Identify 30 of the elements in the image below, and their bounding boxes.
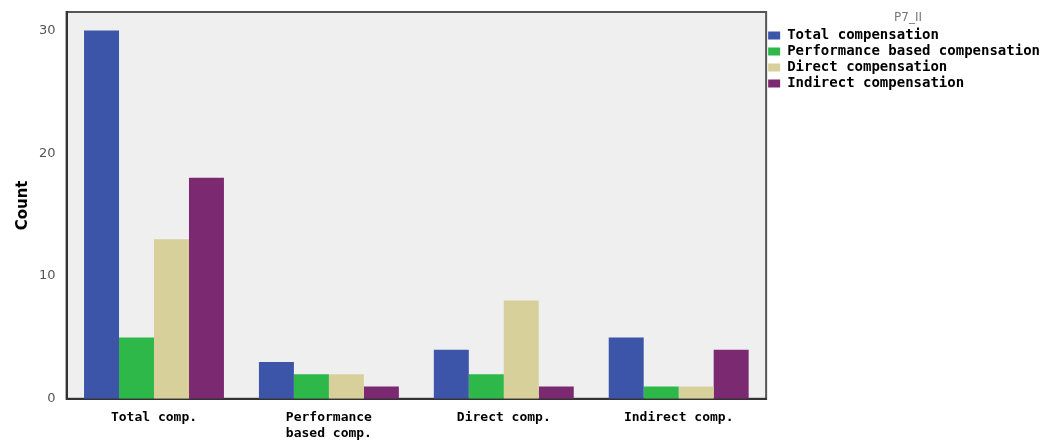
bar — [293, 374, 329, 399]
x-tick-label: Performance based comp. — [285, 408, 373, 440]
legend-label: Indirect compensation — [787, 74, 965, 91]
y-tick-label: 10 — [39, 267, 56, 283]
bar — [363, 386, 399, 399]
bar — [608, 337, 644, 399]
y-axis-title: Count — [12, 180, 31, 231]
legend-title: P7_II — [894, 10, 923, 25]
y-tick-label: 0 — [47, 390, 56, 406]
x-tick-label: Total comp. — [110, 408, 198, 424]
bar — [153, 239, 189, 399]
bar — [119, 337, 154, 399]
bar — [328, 374, 364, 399]
bar — [258, 361, 294, 399]
bar — [643, 386, 679, 399]
bar — [678, 386, 714, 399]
x-tick-label: Indirect comp. — [623, 408, 734, 424]
bar — [503, 300, 539, 399]
bar — [713, 349, 749, 399]
bar — [84, 30, 120, 399]
y-tick-label: 20 — [39, 144, 56, 160]
bar — [538, 386, 574, 399]
bar — [468, 374, 504, 399]
legend-label: Direct compensation — [787, 58, 948, 75]
y-tick-label: 30 — [39, 21, 56, 37]
legend-label: Total compensation — [787, 26, 939, 43]
legend-label: Performance based compensation — [787, 42, 1041, 59]
bar — [433, 349, 469, 399]
bar — [188, 177, 224, 399]
x-tick-label: Direct comp. — [456, 408, 551, 424]
